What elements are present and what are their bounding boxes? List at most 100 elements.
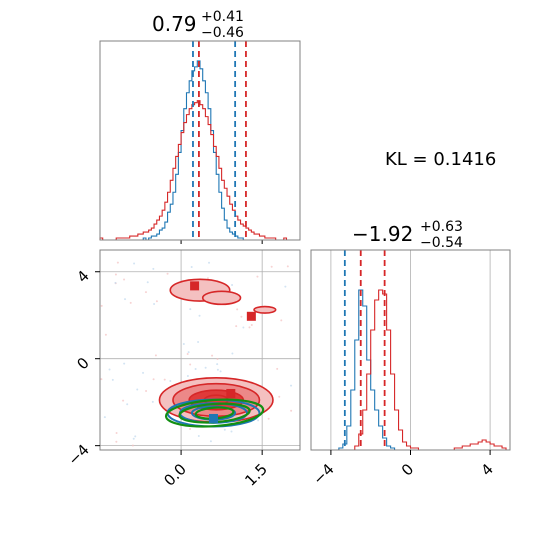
joint-sample-point [284,285,287,288]
joint-marker-blue-3 [209,413,219,423]
joint-green-contour-0 [164,398,265,428]
param2-title-upper-error: +0.63 [420,219,463,235]
joint-sample-point [114,273,117,276]
joint-sample-point [235,325,238,328]
joint-sample-point [182,342,185,345]
param1-hist-blue [100,60,300,241]
joint-sample-point [219,370,222,373]
joint-sample-point [211,354,214,357]
joint-sample-point [208,261,211,264]
joint-sample-point [278,395,281,398]
joint-marker-red-0 [190,281,200,291]
param2-xtick-label-0: −4 [309,460,337,488]
joint-ytick-label-2: 4 [73,267,92,286]
joint-sample-point [131,444,134,447]
joint-sample-point [115,440,118,443]
joint-sample-point [108,368,111,371]
joint-sample-point [209,440,212,443]
joint-sample-point [111,378,114,381]
joint-red-upper-contour-1 [201,290,242,306]
joint-sample-point [186,374,189,377]
joint-sample-point [153,302,156,305]
joint-sample-point [187,351,190,354]
param2-title-lower-error: −0.54 [420,235,463,251]
param1-histogram-panel: 0.79 +0.41 −0.46 [99,9,301,244]
joint-sample-point [250,324,253,327]
joint-sample-point [216,357,219,360]
joint-marker-red-2 [226,388,236,398]
joint-ytick-label-1: 0 [73,354,92,373]
joint-sample-point [280,319,283,322]
joint-sample-point [230,430,233,433]
param1-histogram-frame [99,40,301,241]
joint-sample-point [231,352,234,355]
joint-sample-point [270,265,273,268]
joint-sample-point [152,378,155,381]
joint-xtick-label-0: 0.0 [160,460,190,490]
joint-sample-point [197,341,200,344]
joint-sample-point [133,262,136,265]
joint-sample-point [231,283,234,286]
param2-title-value: −1.92 [352,222,413,246]
joint-ytick-label-0: −4 [64,441,92,469]
joint-sample-point [129,301,132,304]
joint-sample-point [186,353,189,356]
joint-sample-point [216,368,219,371]
joint-sample-point [142,371,145,374]
joint-sample-point [240,315,243,318]
joint-sample-point [267,417,270,420]
joint-contour-frame [99,249,301,451]
param2-xtick-label-2: 4 [477,460,496,479]
joint-red-upper-contour-2 [253,305,277,314]
joint-sample-point [115,432,118,435]
joint-sample-point [190,265,193,268]
joint-sample-point [194,368,197,371]
joint-sample-point [136,388,139,391]
joint-sample-point [206,277,209,280]
joint-sample-point [286,265,289,268]
joint-sample-point [103,416,106,419]
joint-sample-point [155,300,158,303]
joint-sample-point [189,427,192,430]
joint-sample-point [242,326,245,329]
joint-sample-point [151,400,154,403]
joint-sample-point [124,298,127,301]
joint-sample-point [100,304,103,307]
joint-sample-point [216,363,219,366]
joint-sample-point [236,308,239,311]
param2-histogram-panel: −4 0 4 −1.92 +0.63 −0.54 [309,219,511,488]
joint-sample-point [166,272,169,275]
joint-sample-point [100,378,103,381]
joint-sample-point [204,366,207,369]
joint-sample-point [146,281,149,284]
joint-sample-point [163,378,166,381]
joint-sample-point [256,275,259,278]
joint-marker-red-1 [246,311,256,321]
joint-sample-point [114,281,117,284]
joint-sample-point [154,354,157,357]
joint-sample-point [248,326,251,329]
joint-sample-point [122,399,125,402]
joint-sample-point [144,291,147,294]
param2-hist-red [311,289,510,451]
param1-title-upper-error: +0.41 [201,9,244,25]
joint-sample-point [198,314,201,317]
joint-sample-point [145,389,148,392]
joint-xtick-label-1: 1.5 [241,460,271,490]
joint-sample-point [104,333,107,336]
joint-sample-point [223,428,226,431]
joint-sample-point [134,435,137,438]
joint-sample-point [197,435,200,438]
param1-hist-red [99,100,300,241]
joint-sample-point [126,403,129,406]
joint-sample-point [290,409,293,412]
joint-sample-point [189,363,192,366]
joint-sample-point [169,379,172,382]
joint-sample-point [123,362,126,365]
param2-xtick-label-1: 0 [398,460,417,479]
joint-sample-point [257,419,260,422]
joint-sample-point [132,437,135,440]
joint-sample-point [276,367,279,370]
joint-sample-point [123,278,126,281]
